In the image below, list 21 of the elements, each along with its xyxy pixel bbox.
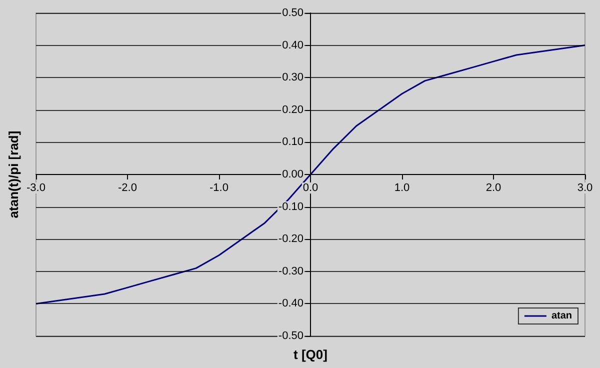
y-tick-label: -0.10 [278,200,304,213]
y-tick-label: -0.30 [278,265,304,278]
x-tick-label: 3.0 [577,182,593,194]
legend-label: atan [551,310,572,322]
y-tick-label: -0.20 [278,233,304,246]
y-axis-title: atan(t)/pi [rad] [6,130,21,218]
x-tick-label: -2.0 [118,182,137,194]
y-tick-label: 0.30 [282,72,304,84]
y-tick-label: 0.20 [282,104,304,116]
x-tick-label: 2.0 [486,182,502,194]
y-tick-label: -0.50 [278,330,304,342]
x-axis-title: t [Q0] [294,347,328,362]
x-tick-label: 0.0 [302,182,318,194]
y-tick-label: 0.10 [282,136,304,148]
x-tick-label: -1.0 [210,182,228,194]
y-tick-label: -0.40 [278,298,304,310]
x-tick-label: -3.0 [26,182,46,194]
y-tick-label: 0.40 [282,39,304,52]
y-tick-label: 0.00 [282,168,304,180]
y-tick-label: 0.50 [282,7,304,19]
x-tick-label: 1.0 [394,182,410,194]
